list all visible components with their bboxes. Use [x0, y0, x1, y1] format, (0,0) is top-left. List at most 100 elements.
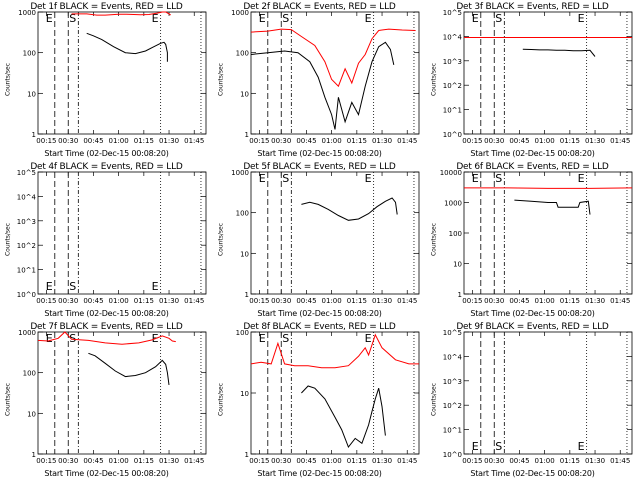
series-lld-line — [71, 11, 171, 16]
marker-e-end-label: E — [578, 440, 585, 453]
detector-panel-6: Det 6f BLACK = Events, RED = LLD 1 10 100 10… — [426, 160, 639, 320]
x-tick-label: 01:00 — [535, 297, 555, 305]
panel-title: Det 1f BLACK = Events, RED = LLD — [30, 2, 183, 12]
marker-e-label: E — [472, 172, 479, 185]
y-tick-label: 10^0 — [17, 291, 36, 299]
y-tick-label: 1 — [32, 131, 36, 139]
x-tick-label: 01:00 — [322, 297, 342, 305]
panel-plot: 1 10 100 1000 00:15 00:30 00:45 01:00 01:15 01:30… — [18, 329, 207, 465]
y-tick-label: 10000 — [440, 169, 462, 177]
plot-frame — [250, 11, 420, 135]
y-tick-label: 100 — [236, 210, 249, 218]
x-axis-label: Start Time (02-Dec-15 00:08:20) — [44, 149, 169, 158]
marker-s-label: S — [282, 12, 289, 25]
detector-panel-8: Det 8f BLACK = Events, RED = LLD 1 10 100 00… — [213, 320, 426, 480]
y-tick-label: 10 — [240, 390, 249, 398]
panel-title: Det 5f BLACK = Events, RED = LLD — [243, 162, 396, 172]
y-axis-label: Counts/sec — [217, 222, 225, 257]
plot-frame — [250, 171, 420, 295]
x-axis-label: Start Time (02-Dec-15 00:08:20) — [470, 149, 595, 158]
plot-frame — [463, 11, 633, 135]
marker-e-label: E — [259, 12, 266, 25]
marker-e-end-label: E — [578, 172, 585, 185]
x-tick-label: 01:00 — [109, 137, 129, 145]
x-axis-label: Start Time (02-Dec-15 00:08:20) — [257, 149, 382, 158]
y-tick-label: 1 — [245, 451, 249, 459]
marker-e-end-label: E — [152, 12, 159, 25]
x-tick-label: 00:45 — [83, 297, 103, 305]
y-tick-label: 10 — [27, 90, 36, 98]
x-tick-label: 00:15 — [249, 457, 269, 465]
x-axis-label: Start Time (02-Dec-15 00:08:20) — [470, 309, 595, 318]
x-tick-label: 00:15 — [36, 457, 56, 465]
x-tick-label: 01:45 — [610, 297, 630, 305]
x-tick-label: 00:30 — [58, 457, 78, 465]
y-tick-label: 1 — [245, 291, 249, 299]
series-lld-line — [37, 331, 176, 345]
x-tick-label: 01:30 — [159, 457, 179, 465]
y-tick-label: 1 — [245, 131, 249, 139]
y-tick-label: 10 — [453, 261, 462, 269]
x-tick-label: 00:15 — [462, 137, 482, 145]
x-axis-label: Start Time (02-Dec-15 00:08:20) — [44, 309, 169, 318]
marker-e-label: E — [472, 440, 479, 453]
series-events-line — [86, 32, 168, 62]
y-tick-label: 10^1 — [17, 267, 36, 275]
y-tick-label: 100 — [23, 370, 36, 378]
panel-plot: 10^0 10^1 10^2 10^3 10^4 10^5 00:15 00:30 00:45 0… — [443, 329, 633, 465]
plot-frame — [250, 331, 420, 455]
x-tick-label: 00:15 — [36, 297, 56, 305]
x-tick-label: 00:45 — [296, 297, 316, 305]
x-tick-label: 00:15 — [462, 297, 482, 305]
marker-e-label: E — [259, 332, 266, 345]
y-axis-label: Counts/sec — [217, 62, 225, 97]
x-tick-label: 01:30 — [372, 457, 392, 465]
panel-plot: 1 10 100 1000 00:15 00:30 00:45 01:00 01:15 01:30… — [231, 9, 420, 145]
series-events-line — [250, 41, 395, 130]
y-tick-label: 10^4 — [443, 353, 463, 361]
x-tick-label: 01:45 — [610, 137, 630, 145]
plot-frame — [37, 11, 207, 135]
series-events-line — [301, 197, 398, 221]
x-tick-label: 01:15 — [560, 457, 580, 465]
x-tick-label: 01:00 — [535, 457, 555, 465]
marker-s-label: S — [69, 332, 76, 345]
y-axis-label: Counts/sec — [4, 382, 12, 417]
y-tick-label: 10^3 — [443, 58, 462, 66]
marker-s-label: S — [495, 12, 502, 25]
y-tick-label: 10 — [240, 90, 249, 98]
x-tick-label: 01:30 — [372, 297, 392, 305]
panel-title: Det 8f BLACK = Events, RED = LLD — [243, 322, 396, 332]
marker-e-end-label: E — [152, 280, 159, 293]
y-tick-label: 10^3 — [443, 378, 462, 386]
x-tick-label: 01:45 — [610, 457, 630, 465]
x-axis-label: Start Time (02-Dec-15 00:08:20) — [257, 309, 382, 318]
marker-e-end-label: E — [578, 12, 585, 25]
x-tick-label: 00:15 — [462, 457, 482, 465]
detector-panel-1: Det 1f BLACK = Events, RED = LLD 1 10 100 10… — [0, 0, 213, 160]
x-tick-label: 01:30 — [585, 137, 605, 145]
y-axis-label: Counts/sec — [4, 222, 12, 257]
y-tick-label: 1000 — [231, 9, 249, 17]
y-tick-label: 100 — [449, 230, 462, 238]
x-tick-label: 00:30 — [271, 297, 291, 305]
panel-plot: 10^0 10^1 10^2 10^3 10^4 10^5 00:15 00:30 00:45 0… — [443, 9, 633, 145]
detector-panel-7: Det 7f BLACK = Events, RED = LLD 1 10 100 10… — [0, 320, 213, 480]
marker-s-label: S — [69, 12, 76, 25]
detector-panel-2: Det 2f BLACK = Events, RED = LLD 1 10 100 10… — [213, 0, 426, 160]
x-tick-label: 01:45 — [184, 297, 204, 305]
y-tick-label: 1000 — [18, 9, 36, 17]
x-tick-label: 00:45 — [509, 457, 529, 465]
x-tick-label: 00:30 — [484, 137, 504, 145]
marker-s-label: S — [495, 172, 502, 185]
y-tick-label: 1 — [458, 291, 462, 299]
y-tick-label: 1 — [32, 451, 36, 459]
marker-e-label: E — [46, 332, 53, 345]
marker-e-end-label: E — [365, 172, 372, 185]
panel-plot: 10^0 10^1 10^2 10^3 10^4 10^5 00:15 00:30 00:45 0… — [17, 169, 207, 305]
x-tick-label: 01:15 — [560, 297, 580, 305]
panel-plot: 1 10 100 00:15 00:30 00:45 01:00 01:15 01:30 01:4… — [236, 329, 420, 465]
series-events-line — [522, 48, 596, 57]
y-tick-label: 10^0 — [443, 131, 462, 139]
y-axis-label: Counts/sec — [430, 222, 438, 257]
